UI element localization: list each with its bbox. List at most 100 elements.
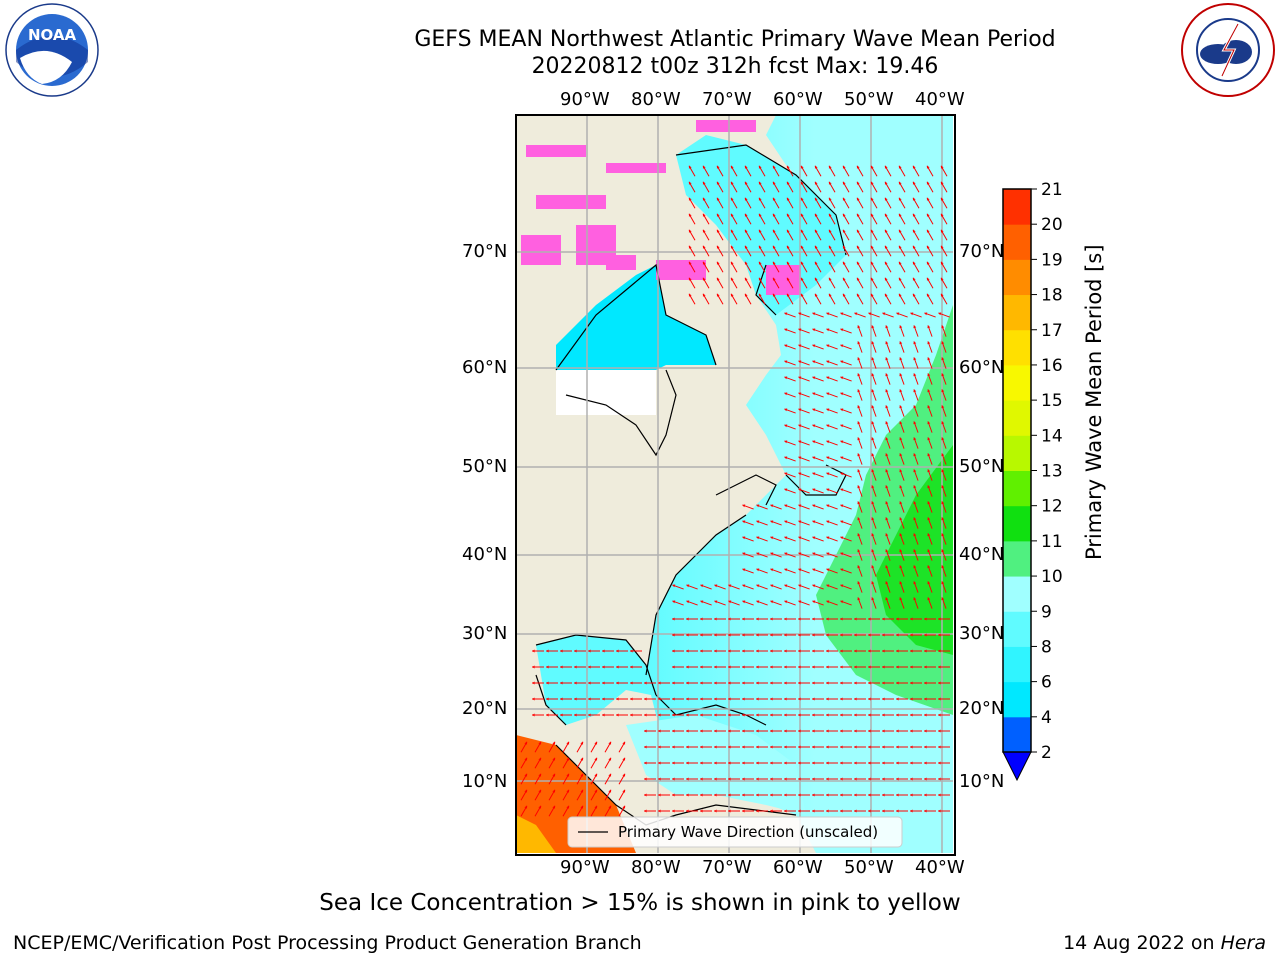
wave-arrow-head (885, 469, 889, 473)
wave-arrow-head (812, 697, 815, 701)
wave-arrow-head (644, 761, 647, 765)
wave-arrow-head (658, 761, 661, 765)
wave-arrow-head (941, 597, 945, 601)
wave-arrow-head (770, 584, 774, 588)
wave-arrow-head (840, 665, 843, 669)
wave-arrow-head (885, 533, 889, 537)
wave-arrow-head (885, 357, 889, 361)
wave-arrow-head (882, 777, 885, 781)
wave-arrow-head (857, 565, 861, 569)
wave-arrow-head (730, 165, 734, 169)
wave-arrow-head (899, 581, 903, 585)
wave-arrow-head (870, 197, 874, 201)
colorbar-label: Primary Wave Mean Period [s] (1082, 244, 1106, 560)
wave-arrow-head (840, 793, 843, 797)
wave-arrow-head (896, 745, 899, 749)
wave-arrow-head (826, 584, 830, 588)
colorbar-tick-label: 4 (1041, 708, 1052, 728)
wave-arrow-head (871, 469, 875, 473)
wave-arrow-head (941, 549, 945, 553)
wave-arrow-head (924, 665, 927, 669)
wave-arrow-head (938, 713, 941, 717)
wave-arrow-head (856, 229, 860, 233)
wave-arrow-head (941, 485, 945, 489)
wave-arrow-head (884, 293, 888, 297)
wave-arrow-head (686, 729, 689, 733)
wave-arrow-head (924, 777, 927, 781)
wave-arrow-head (927, 453, 931, 457)
wave-arrow-head (814, 213, 818, 217)
wave-arrow-head (828, 213, 832, 217)
wave-arrow-head (885, 517, 889, 521)
wave-arrow-head (854, 793, 857, 797)
wave-arrow-head (868, 745, 871, 749)
wave-arrow-head (728, 793, 731, 797)
lat-label-right-40n: 40°N (959, 544, 1005, 565)
wave-arrow-head (896, 761, 899, 765)
wave-arrow-head (828, 165, 832, 169)
colorbar-cell (1003, 329, 1031, 366)
gulf-of-mexico-waves (536, 635, 651, 725)
wave-arrow-head (616, 665, 619, 669)
wave-arrow-head (926, 181, 930, 185)
map-panel: Primary Wave Direction (unscaled) (516, 115, 953, 853)
wave-arrow-head (940, 197, 944, 201)
wave-arrow-head (840, 633, 843, 637)
wave-arrow-head (826, 520, 830, 524)
colorbar-under-arrow (1002, 751, 1032, 782)
wave-arrow-head (784, 665, 787, 669)
wave-arrow-head (840, 472, 844, 476)
wave-arrow-head (756, 584, 760, 588)
wave-arrow-head (728, 681, 731, 685)
wave-arrow-head (826, 440, 830, 444)
wave-arrow-head (882, 681, 885, 685)
wave-arrow-head (658, 793, 661, 797)
wave-arrow-head (870, 229, 874, 233)
map-border (515, 114, 956, 856)
wave-arrow-head (756, 761, 759, 765)
wave-arrow-head (927, 501, 931, 505)
wave-arrow-head (758, 213, 762, 217)
wave-arrow-head (784, 600, 788, 604)
wave-arrow-head (630, 713, 633, 717)
wave-arrow-head (913, 437, 917, 441)
wave-arrow-head (566, 773, 570, 777)
wave-arrow-head (608, 773, 612, 777)
wave-arrow-head (756, 681, 759, 685)
wave-arrow-head (622, 805, 626, 809)
wave-arrow-head (672, 633, 675, 637)
wave-arrow-head (800, 213, 804, 217)
wave-arrow-head (784, 809, 787, 813)
wave-arrow-head (784, 520, 788, 524)
wave-arrow-head (644, 713, 647, 717)
lon-label-bottom-80w: 80°W (631, 857, 681, 878)
wave-arrow-head (854, 665, 857, 669)
wave-arrow-head (814, 277, 818, 281)
wave-arrow-head (756, 665, 759, 669)
wave-arrow-head (588, 713, 591, 717)
wave-arrow-head (941, 501, 945, 505)
wave-arrow-head (672, 777, 675, 781)
wave-arrow-head (672, 697, 675, 701)
wave-arrow-head (714, 713, 717, 717)
wave-arrow-head (826, 392, 830, 396)
wave-arrow-head (913, 421, 917, 425)
wave-arrow-head (756, 649, 759, 653)
colorbar-cell (1003, 505, 1031, 542)
wave-arrow-head (686, 809, 689, 813)
wave-arrow-head (924, 617, 927, 621)
wave-arrow-head (826, 504, 830, 508)
wave-arrow-head (885, 597, 889, 601)
colorbar-tick-label: 16 (1041, 356, 1063, 376)
wave-arrow-head (784, 360, 788, 364)
wave-arrow-head (772, 229, 776, 233)
wave-arrow-head (898, 197, 902, 201)
wave-arrow-head (840, 376, 844, 380)
wave-arrow-head (686, 649, 689, 653)
wave-arrow-head (616, 649, 619, 653)
wave-arrow-head (926, 245, 930, 249)
lat-label-right-30n: 30°N (959, 623, 1005, 644)
wave-arrow-head (686, 761, 689, 765)
wave-arrow-head (840, 408, 844, 412)
wave-arrow-head (814, 245, 818, 249)
